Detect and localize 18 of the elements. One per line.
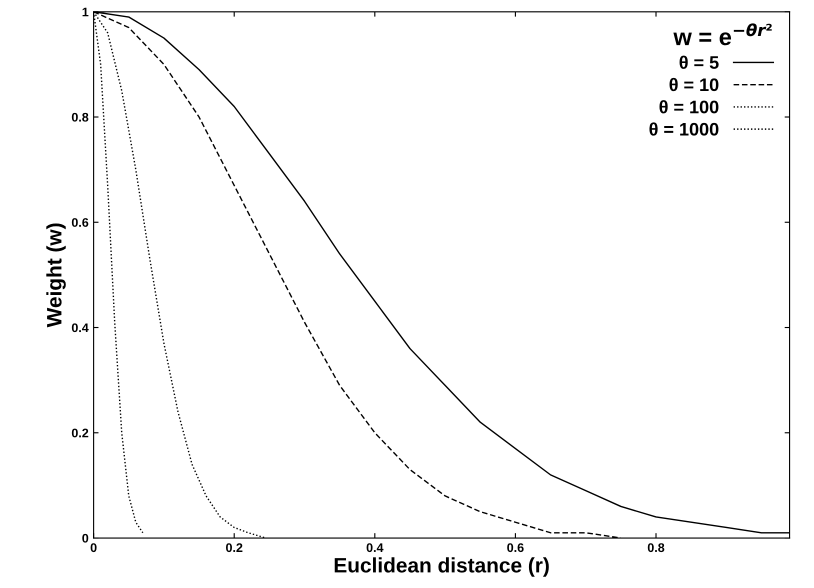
y-tick-label: 0.2 xyxy=(72,428,88,438)
x-axis-title: Euclidean distance (r) xyxy=(334,557,549,577)
x-tick-label: 0.4 xyxy=(366,543,384,552)
legend-label: θ = 1000 xyxy=(649,122,718,136)
y-tick-label: 0.8 xyxy=(72,112,88,122)
legend-label: θ = 100 xyxy=(660,100,718,114)
x-tick-label: 0.8 xyxy=(648,543,664,552)
y-tick-label: 0.6 xyxy=(72,218,88,227)
y-tick-label: 0.4 xyxy=(72,323,89,332)
x-tick-label: 0.6 xyxy=(507,543,524,552)
y-axis-title: Weight (w) xyxy=(46,223,66,328)
legend-label: θ = 5 xyxy=(680,56,719,69)
x-tick-label: 0.2 xyxy=(226,543,242,552)
y-tick-label: 0 xyxy=(82,534,88,543)
legend-title: w = e$^{−θr²}$ xyxy=(673,23,772,46)
legend-label: θ = 10 xyxy=(670,78,718,92)
x-tick-label: 0 xyxy=(90,543,97,552)
y-tick-label: 1 xyxy=(82,8,88,16)
